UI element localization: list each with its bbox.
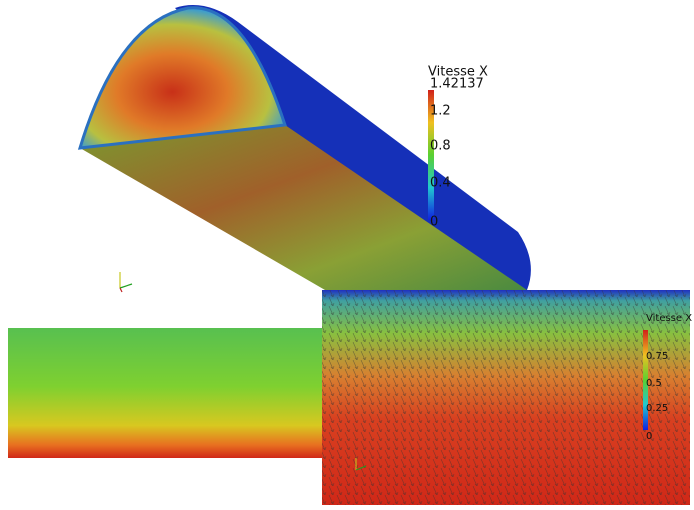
slice-left xyxy=(8,328,322,458)
section-face xyxy=(77,6,287,150)
colorbar-title: Vitesse X xyxy=(428,65,488,80)
colorbar-title: Vitesse X xyxy=(646,313,692,324)
colorbar-tick-label: 0.25 xyxy=(646,403,668,414)
colorbar-tick-label: 1.42137 xyxy=(430,77,484,92)
axes-glyph-2 xyxy=(355,458,367,471)
colorbar-tick-label: 1.2 xyxy=(430,104,451,119)
axes-glyph xyxy=(119,272,133,293)
colorbar-tick-label: 0 xyxy=(430,215,438,230)
vector-glyphs xyxy=(322,290,690,505)
cut-face xyxy=(80,125,527,290)
colorbar-tick-label: 0.4 xyxy=(430,176,451,191)
colorbar xyxy=(643,330,648,430)
colorbar-tick-label: 0.75 xyxy=(646,351,668,362)
colorbar-tick-label: 0.8 xyxy=(430,139,451,154)
colorbar-tick-label: 0.5 xyxy=(646,378,662,389)
colorbar xyxy=(428,90,434,220)
colorbar-tick-label: 0 xyxy=(646,431,652,442)
